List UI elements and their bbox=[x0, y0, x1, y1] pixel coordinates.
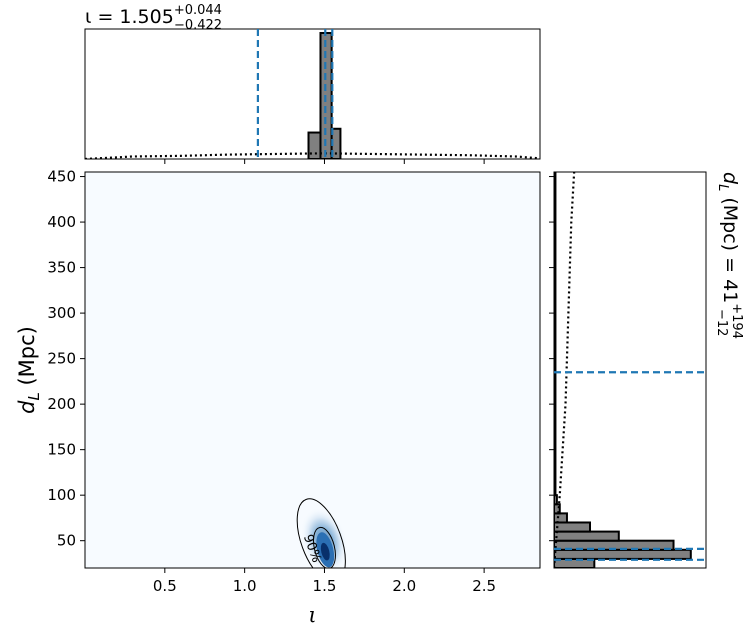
y-tick: 450 bbox=[47, 168, 85, 186]
y-axis-label: dL (Mpc) bbox=[15, 326, 43, 414]
iota-hist-bar bbox=[307, 131, 322, 159]
y-tick: 50 bbox=[57, 532, 85, 550]
dl-title: dL (Mpc) = 41+194−12 bbox=[714, 172, 744, 339]
contour-inner bbox=[313, 526, 336, 568]
x-tick-label: 1.0 bbox=[233, 577, 257, 595]
y-tick: 200 bbox=[47, 395, 85, 413]
x-tick: 1.0 bbox=[233, 568, 257, 595]
dl-title-upper: +194 bbox=[729, 303, 744, 339]
y-tick: 250 bbox=[47, 350, 85, 368]
y-tick: 100 bbox=[47, 486, 85, 504]
dl-hist-bar bbox=[554, 172, 557, 497]
x-tick-label: 1.5 bbox=[313, 577, 337, 595]
main-frame bbox=[84, 171, 541, 569]
dl-hist-bar bbox=[554, 530, 620, 542]
dl-hist-bar bbox=[554, 548, 692, 560]
contour-90 bbox=[296, 498, 346, 568]
y-tick-label: 50 bbox=[57, 532, 76, 550]
y-tick: 300 bbox=[47, 304, 85, 322]
y-label-unit: (Mpc) bbox=[15, 326, 39, 392]
y-label-symbol: d bbox=[15, 400, 39, 414]
dl-title-value: (Mpc) = 41 bbox=[719, 191, 741, 303]
x-tick: 1.5 bbox=[313, 568, 337, 595]
dl-hist-bar bbox=[554, 512, 568, 524]
x-tick-label: 2.5 bbox=[472, 577, 496, 595]
y-tick-label: 100 bbox=[47, 486, 76, 504]
y-tick-label: 350 bbox=[47, 259, 76, 277]
iota-title-upper: +0.044 bbox=[174, 3, 222, 18]
dl-hist-bar bbox=[554, 494, 558, 506]
y-tick: 400 bbox=[47, 213, 85, 231]
iota-marginal-layer bbox=[85, 29, 540, 159]
iota-title: ι = 1.505+0.044 −0.422 bbox=[85, 3, 222, 33]
y-tick-label: 150 bbox=[47, 441, 76, 459]
x-axis-label: ι bbox=[308, 603, 316, 627]
y-tick-label: 400 bbox=[47, 213, 76, 231]
y-tick: 150 bbox=[47, 441, 85, 459]
dl-hist-bar bbox=[554, 521, 591, 533]
y-tick-label: 450 bbox=[47, 168, 76, 186]
dl-title-symbol: d bbox=[719, 172, 741, 185]
x-tick: 0.5 bbox=[153, 568, 177, 595]
y-tick-label: 250 bbox=[47, 350, 76, 368]
dl-title-subscript: L bbox=[715, 184, 730, 191]
iota-title-value: ι = 1.505 bbox=[85, 6, 174, 28]
x-tick-label: 0.5 bbox=[153, 577, 177, 595]
density-layer: 90% bbox=[296, 498, 348, 568]
y-tick-label: 300 bbox=[47, 304, 76, 322]
iota-title-lower: −0.422 bbox=[174, 18, 222, 33]
y-label-subscript: L bbox=[25, 392, 43, 400]
density-background bbox=[85, 172, 540, 568]
dl-marginal-frame bbox=[553, 171, 707, 569]
dl-marginal-layer bbox=[554, 172, 706, 568]
x-tick-label: 2.0 bbox=[392, 577, 416, 595]
y-tick-label: 200 bbox=[47, 395, 76, 413]
x-tick: 2.5 bbox=[472, 568, 496, 595]
dl-title-lower: −12 bbox=[714, 309, 729, 336]
x-tick: 2.0 bbox=[392, 568, 416, 595]
y-tick: 350 bbox=[47, 259, 85, 277]
density-peak bbox=[320, 542, 330, 561]
